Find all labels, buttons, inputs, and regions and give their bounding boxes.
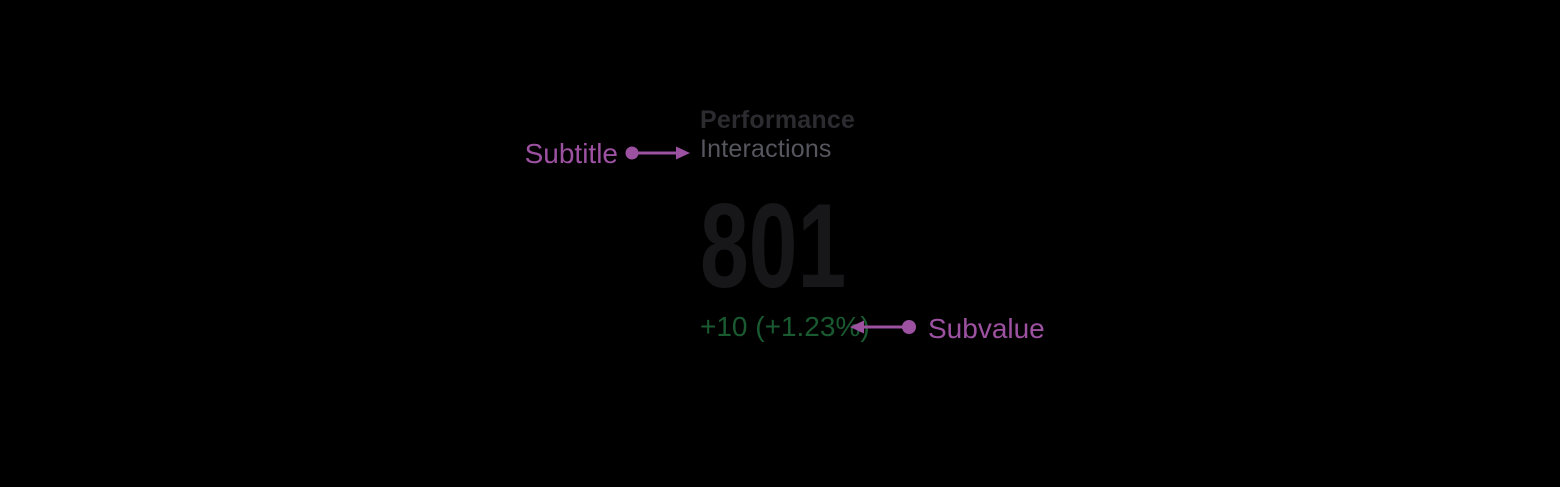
arrow-dot [902,320,916,334]
arrow-head-right-icon [676,146,690,160]
subtitle-annotation-arrow [625,146,690,160]
stat-card-subtitle: Interactions [700,135,832,163]
subvalue-annotation-arrow [850,320,916,334]
annotation-label-subvalue: Subvalue [928,313,1045,344]
arrow-head-left-icon [850,320,864,334]
stat-card-subvalue: +10 (+1.23%) [700,311,870,342]
stat-card-value: 801 [700,179,847,313]
stat-card-title: Performance [700,106,856,134]
annotation-label-subtitle: Subtitle [524,138,618,169]
